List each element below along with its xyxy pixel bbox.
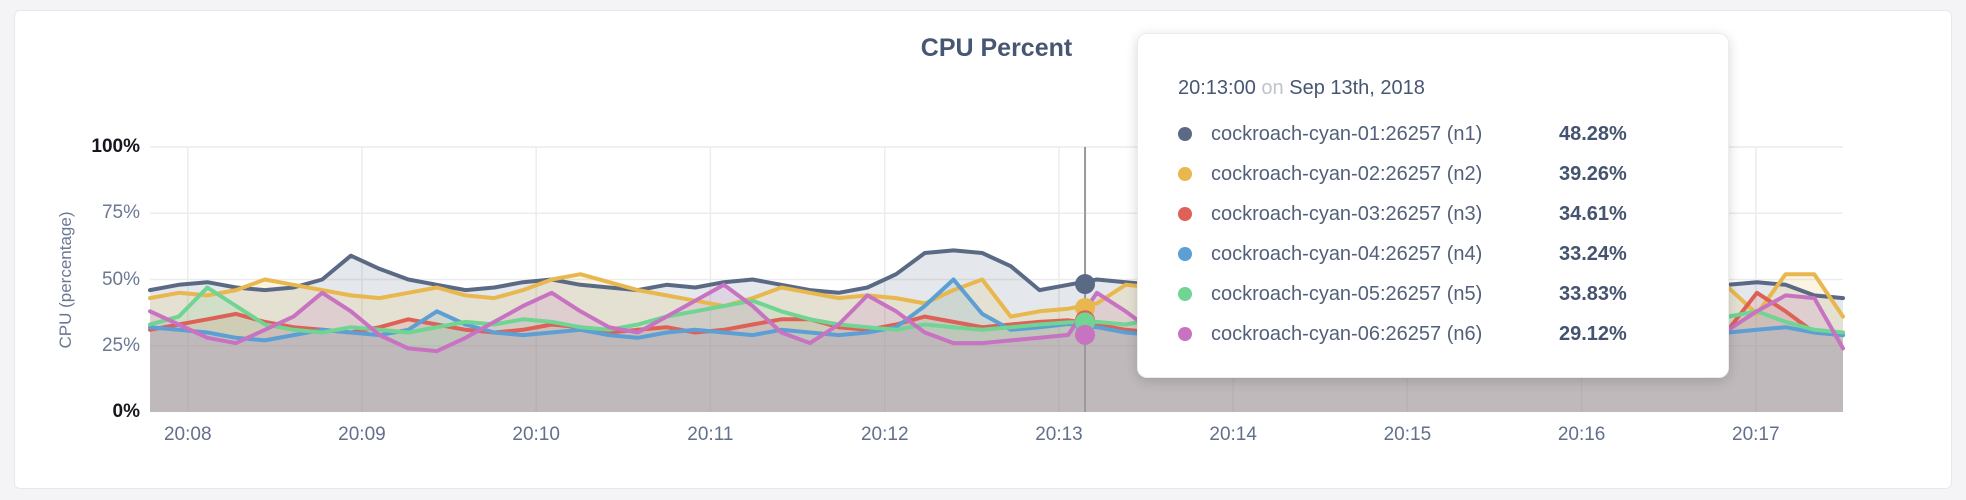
tooltip-conjunction: on xyxy=(1261,77,1284,99)
series-color-dot-icon xyxy=(1178,287,1192,301)
y-tick-label-75%: 75% xyxy=(101,202,140,224)
x-tick-label-20:14: 20:14 xyxy=(1209,424,1257,445)
tooltip-row-value: 29.12% xyxy=(1559,322,1627,345)
y-tick-label-0%: 0% xyxy=(112,401,140,422)
hover-dot-n1 xyxy=(1075,274,1096,295)
tooltip-row-n4: cockroach-cyan-04:26257 (n4) 33.24% xyxy=(1178,234,1728,274)
x-tick-label-20:13: 20:13 xyxy=(1035,424,1083,445)
tooltip-row-n3: cockroach-cyan-03:26257 (n3) 34.61% xyxy=(1178,194,1728,234)
y-tick-label-100%: 100% xyxy=(91,136,140,157)
tooltip-row-n5: cockroach-cyan-05:26257 (n5) 33.83% xyxy=(1178,274,1728,314)
y-tick-label-25%: 25% xyxy=(101,334,140,356)
series-color-dot-icon xyxy=(1178,327,1192,341)
y-tick-label-50%: 50% xyxy=(101,268,140,290)
tooltip-header: 20:13:00 on Sep 13th, 2018 xyxy=(1178,76,1728,100)
tooltip-row-label: cockroach-cyan-02:26257 (n2) xyxy=(1211,162,1483,185)
tooltip-date: Sep 13th, 2018 xyxy=(1289,77,1425,99)
series-area-n6 xyxy=(150,284,1843,412)
x-tick-label-20:08: 20:08 xyxy=(163,424,212,445)
x-tick-label-20:17: 20:17 xyxy=(1732,424,1780,445)
x-tick-label-20:09: 20:09 xyxy=(338,424,386,445)
hover-dot-n6 xyxy=(1075,324,1096,345)
series-color-dot-icon xyxy=(1178,247,1192,261)
tooltip-row-value: 34.61% xyxy=(1559,202,1627,225)
tooltip-row-label: cockroach-cyan-06:26257 (n6) xyxy=(1211,322,1483,345)
series-area-n3 xyxy=(150,292,1843,412)
series-color-dot-icon xyxy=(1178,207,1192,221)
tooltip-row-label: cockroach-cyan-05:26257 (n5) xyxy=(1211,282,1483,305)
x-tick-label-20:15: 20:15 xyxy=(1383,424,1432,445)
x-tick-label-20:16: 20:16 xyxy=(1557,424,1606,445)
series-area-n4 xyxy=(150,279,1843,412)
series-color-dot-icon xyxy=(1178,127,1192,141)
tooltip-rows: cockroach-cyan-01:26257 (n1) 48.28% cockro… xyxy=(1178,114,1728,354)
tooltip-time: 20:13:00 xyxy=(1178,77,1256,99)
series-area-n5 xyxy=(150,287,1843,412)
tooltip-row-label: cockroach-cyan-01:26257 (n1) xyxy=(1211,122,1483,145)
tooltip-row-value: 48.28% xyxy=(1559,122,1627,145)
tooltip-row-n2: cockroach-cyan-02:26257 (n2) 39.26% xyxy=(1178,154,1728,194)
tooltip-row-label: cockroach-cyan-04:26257 (n4) xyxy=(1211,242,1483,265)
x-tick-label-20:12: 20:12 xyxy=(860,424,909,445)
tooltip-row-value: 33.24% xyxy=(1559,242,1627,265)
tooltip-row-value: 39.26% xyxy=(1559,162,1627,185)
tooltip-row-n6: cockroach-cyan-06:26257 (n6) 29.12% xyxy=(1178,314,1728,354)
hover-tooltip: 20:13:00 on Sep 13th, 2018 cockroach-cya… xyxy=(1137,33,1729,378)
tooltip-row-label: cockroach-cyan-03:26257 (n3) xyxy=(1211,202,1483,225)
x-tick-label-20:10: 20:10 xyxy=(512,424,560,445)
series-color-dot-icon xyxy=(1178,167,1192,181)
chart-title: CPU Percent xyxy=(920,34,1073,62)
x-tick-label-20:11: 20:11 xyxy=(687,424,734,445)
tooltip-row-n1: cockroach-cyan-01:26257 (n1) 48.28% xyxy=(1178,114,1728,154)
tooltip-row-value: 33.83% xyxy=(1559,282,1627,305)
